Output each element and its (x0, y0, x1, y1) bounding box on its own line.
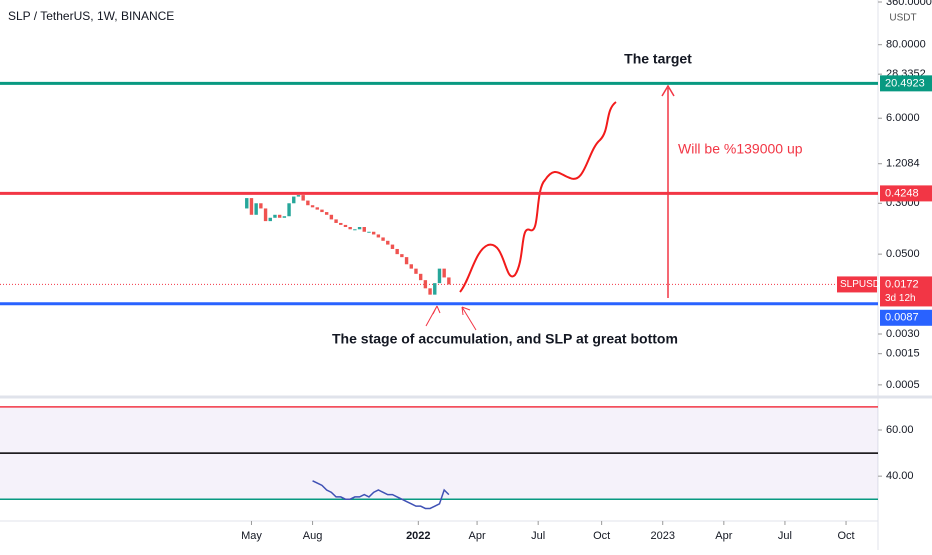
candle-body (301, 195, 305, 201)
price-label-box (880, 185, 932, 202)
y-tick-label: 0.0005 (886, 379, 920, 391)
symbol-box (837, 276, 877, 293)
candle-body (371, 231, 376, 235)
candle-body (376, 234, 381, 238)
rsi-tick-label: 60.00 (886, 424, 914, 436)
x-tick-label: 2022 (406, 530, 430, 542)
x-tick-label: Apr (715, 530, 732, 542)
candle-body (268, 217, 272, 222)
candle-body (292, 196, 296, 204)
y-tick-label: 1.2084 (886, 158, 920, 170)
projection-curve (459, 101, 617, 293)
candle-body (357, 227, 362, 230)
price-label: 0.0087 (885, 312, 919, 324)
y-tick-label: 0.0030 (886, 328, 920, 340)
candle-body (428, 288, 432, 295)
bottom-arrows (425, 305, 477, 331)
candle-body (423, 280, 428, 289)
price-label-box (880, 75, 932, 92)
candle-body (395, 248, 399, 255)
candle-body (315, 207, 319, 210)
candle-body (320, 209, 324, 213)
y-tick-label: 360.0000 (886, 0, 932, 8)
candle-body (442, 268, 446, 278)
x-tick-label: 2023 (650, 530, 674, 542)
candle-body (259, 203, 263, 209)
currency: USDT (889, 13, 916, 24)
candle-body (353, 229, 357, 231)
y-tick-label: 80.0000 (886, 39, 926, 51)
candle-body (310, 205, 315, 208)
target-arrowhead (661, 84, 675, 97)
candle-body (447, 277, 451, 285)
x-tick-label: May (241, 530, 262, 542)
candle-body (282, 216, 287, 218)
rsi-line (312, 480, 450, 510)
candle-body (287, 203, 291, 217)
candle-body (348, 227, 352, 230)
candle-body (381, 237, 385, 241)
symbol-title: SLP / TetherUS, 1W, BINANCE (8, 9, 174, 23)
price-label: 0.4248 (885, 187, 919, 199)
symbol-label: SLPUSDT (840, 279, 886, 290)
candle-body (339, 222, 343, 225)
x-tick-label: Oct (837, 530, 854, 542)
candle-body (367, 231, 371, 233)
last-price-box (880, 276, 932, 307)
candle-body (245, 198, 249, 209)
y-tick-label: 6.0000 (886, 112, 920, 124)
last-price-label: 0.0172 (885, 278, 919, 290)
x-tick-label: Oct (593, 530, 610, 542)
candle-body (254, 203, 258, 215)
candle-body (277, 214, 282, 218)
candle-body (273, 214, 277, 218)
x-tick-label: Jul (778, 530, 792, 542)
candle-body (433, 283, 437, 295)
candle-body (437, 268, 442, 284)
candle-body (296, 195, 301, 197)
candle-body (404, 257, 409, 265)
candle-body (329, 214, 334, 220)
price-label: 20.4923 (885, 77, 925, 89)
annotation: The stage of accumulation, and SLP at gr… (332, 331, 678, 347)
annotation: Will be %139000 up (678, 141, 803, 157)
y-tick-label: 0.0500 (886, 248, 920, 260)
candle-body (386, 240, 390, 245)
candle-body (362, 227, 366, 232)
annotation: The target (624, 51, 692, 67)
candle-body (343, 224, 348, 228)
x-tick-label: Aug (303, 530, 323, 542)
y-tick-label: 0.0015 (886, 348, 920, 360)
candle-body (390, 244, 395, 249)
candle-body (249, 198, 254, 215)
countdown: 3d 12h (885, 293, 916, 304)
candle-body (334, 219, 338, 223)
candle-body (324, 212, 329, 215)
candle-body (306, 200, 310, 206)
candle-body (414, 268, 418, 274)
candle-body (409, 264, 413, 269)
x-tick-label: Jul (531, 530, 545, 542)
rsi-tick-label: 40.00 (886, 470, 914, 482)
price-label-box (880, 309, 932, 326)
x-tick-label: Apr (469, 530, 486, 542)
candle-body (263, 208, 268, 222)
candle-body (418, 273, 423, 281)
candle-body (400, 254, 404, 258)
